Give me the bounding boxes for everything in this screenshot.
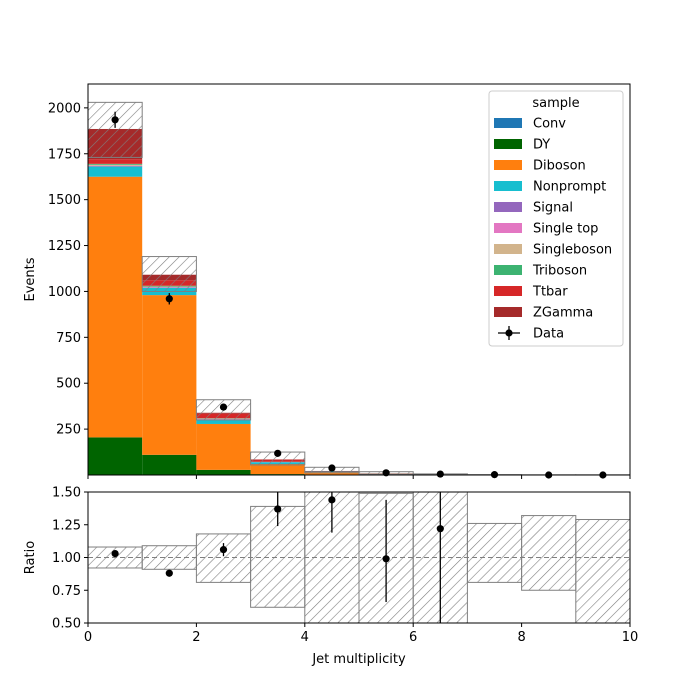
xtick-label: 2	[192, 630, 200, 645]
ratio-uncertainty-bin-9	[575, 519, 630, 623]
bar-diboson-bin-4	[304, 472, 359, 475]
ratio-ytick-label: 1.50	[52, 486, 81, 501]
bar-dy-bin-1	[142, 454, 197, 475]
y-axis-label-ratio: Ratio	[23, 541, 38, 574]
legend-title: sample	[532, 96, 579, 111]
uncertainty-bin-0	[88, 101, 143, 158]
legend-swatch	[494, 118, 522, 128]
ytick-label: 250	[56, 423, 81, 438]
legend-swatch	[494, 307, 522, 317]
legend-label: Diboson	[533, 159, 586, 174]
y-axis-ticks: 250 500 750 1000 1250 1500 1750 2000	[48, 101, 88, 438]
data-point-3	[274, 449, 282, 457]
y-axis-label-events: Events	[23, 257, 38, 301]
bar-dy-bin-0	[88, 437, 143, 475]
legend-label: Nonprompt	[533, 180, 606, 195]
bar-ttbar-bin-0	[88, 159, 143, 164]
ratio-point-3	[274, 505, 282, 513]
legend-label: ZGamma	[533, 306, 593, 321]
ytick-label: 1000	[48, 285, 81, 300]
data-point-4	[328, 464, 336, 472]
data-point-1	[165, 295, 173, 303]
ratio-ytick-label: 0.50	[52, 617, 81, 632]
legend: sample Conv DY Diboson Nonprompt Signal Singl…	[488, 90, 624, 347]
legend-label: Ttbar	[532, 285, 568, 300]
ratio-point-5	[382, 555, 390, 563]
data-point-0	[111, 116, 119, 124]
ytick-label: 1750	[48, 147, 81, 162]
ratio-point-1	[165, 569, 173, 577]
legend-label: Conv	[533, 117, 566, 132]
legend-swatch	[494, 244, 522, 254]
ratio-uncertainty-bin-2	[195, 533, 252, 583]
data-point-2	[219, 403, 228, 411]
ratio-ytick-label: 1.25	[52, 518, 81, 533]
legend-swatch	[494, 202, 522, 212]
ratio-axes-frame	[87, 491, 631, 624]
ratio-point-2	[219, 546, 228, 554]
ratio-ytick-label: 1.00	[52, 551, 81, 566]
legend-label: DY	[533, 138, 550, 153]
ytick-label: 750	[56, 331, 81, 346]
bar-dy-bin-2	[196, 469, 251, 475]
ratio-panel: 0.50 0.75 1.00 1.25 1.50 0 2 4 6 8 10 Ratio Jet m…	[23, 486, 638, 668]
xtick-label: 0	[84, 630, 92, 645]
ratio-uncertainty-band	[88, 492, 630, 623]
bar-diboson-bin-0	[88, 176, 143, 438]
legend-entries: Conv DY Diboson Nonprompt Signal Single top Si…	[494, 117, 612, 342]
bar-signal-bin-0	[88, 166, 143, 167]
legend-box	[488, 90, 624, 347]
legend-label: Data	[533, 327, 564, 342]
ratio-uncertainty-bin-7	[466, 522, 523, 583]
ytick-label: 1500	[48, 193, 81, 208]
legend-swatch	[494, 286, 522, 296]
ratio-ytick-label: 0.75	[52, 584, 81, 599]
x-axis-ticks-top-panel	[87, 475, 631, 479]
legend-label: Singleboson	[533, 243, 612, 258]
legend-swatch	[494, 139, 522, 149]
data-points	[111, 111, 607, 479]
bar-triboson-bin-0	[88, 163, 143, 165]
bar-nonprompt-bin-0	[88, 166, 143, 177]
legend-label: Signal	[533, 201, 573, 216]
main-histogram-panel: 250 500 750 1000 1250 1500 1750 2000 Events	[23, 83, 631, 479]
bar-singleboson-bin-0	[88, 164, 143, 166]
bar-diboson-bin-3	[250, 463, 305, 475]
ratio-point-0	[111, 549, 119, 558]
data-point-6	[436, 470, 444, 478]
x-axis-ticks: 0 2 4 6 8 10	[84, 623, 638, 645]
ratio-uncertainty-bin-8	[521, 515, 577, 591]
legend-data-marker	[505, 329, 513, 337]
ratio-y-axis-ticks: 0.50 0.75 1.00 1.25 1.50	[52, 486, 88, 632]
xtick-label: 8	[517, 630, 525, 645]
legend-swatch	[494, 181, 522, 191]
legend-label: Single top	[533, 222, 598, 237]
legend-swatch	[494, 265, 522, 275]
bar-nonprompt-bin-2	[196, 419, 251, 424]
stacked-bars	[88, 128, 468, 475]
ratio-points	[111, 492, 444, 623]
legend-label: Triboson	[532, 264, 587, 279]
ytick-label: 500	[56, 377, 81, 392]
ytick-label: 2000	[48, 101, 81, 116]
legend-swatch	[494, 160, 522, 170]
legend-swatch	[494, 223, 522, 233]
ratio-point-6	[436, 525, 444, 533]
xtick-label: 4	[301, 630, 309, 645]
xtick-label: 6	[409, 630, 417, 645]
bar-diboson-bin-2	[196, 423, 251, 470]
top-axes-frame	[87, 83, 631, 476]
x-axis-label: Jet multiplicity	[311, 652, 406, 667]
bar-diboson-bin-1	[142, 295, 197, 455]
uncertainty-bin-1	[141, 256, 197, 292]
ratio-point-4	[328, 496, 336, 504]
ytick-label: 1250	[48, 239, 81, 254]
xtick-label: 10	[622, 630, 639, 645]
